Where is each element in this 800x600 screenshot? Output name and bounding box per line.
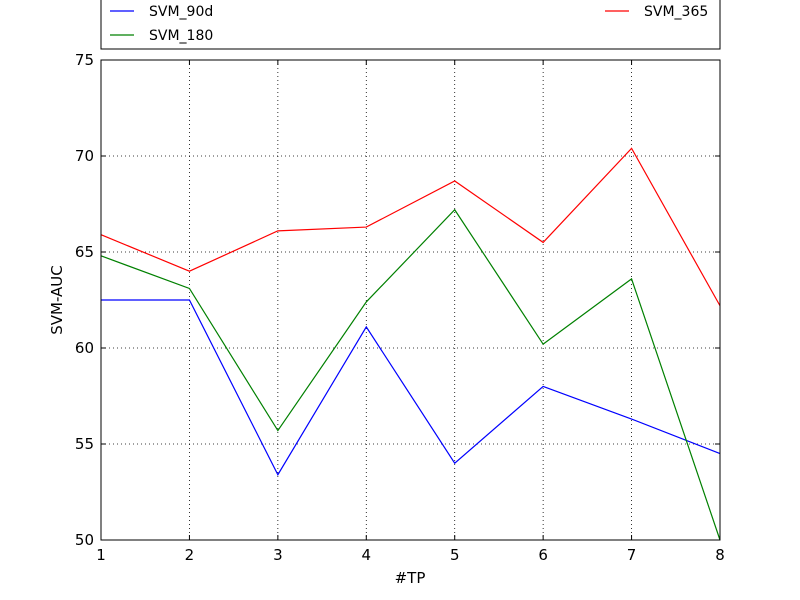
axis-ticks: 1 2 3 4 5 6 7 8 50 55 60 65 70 75 (75, 51, 725, 564)
y-tick-label: 75 (75, 51, 94, 69)
x-tick-label: 4 (362, 546, 372, 564)
x-tick-label: 3 (273, 546, 283, 564)
x-axis-label: #TP (395, 569, 426, 587)
legend-label: SVM_90d (149, 4, 213, 20)
y-tick-label: 60 (75, 339, 94, 357)
y-tick-label: 55 (75, 435, 94, 453)
legend-label: SVM_180 (149, 28, 213, 44)
x-tick-label: 5 (450, 546, 460, 564)
series-group (100, 147, 721, 541)
y-tick-label: 70 (75, 147, 94, 165)
legend-frame (100, 0, 721, 50)
x-tick-label: 1 (96, 546, 106, 564)
x-tick-label: 8 (715, 546, 725, 564)
plot-frame (100, 59, 721, 541)
legend-label: SVM_365 (644, 4, 708, 20)
y-axis-label: SVM-AUC (48, 265, 66, 335)
x-tick-label: 6 (538, 546, 548, 564)
series-line-svm-365 (100, 147, 721, 307)
x-tick-label: 2 (185, 546, 195, 564)
legend: SVM_90d SVM_180 SVM_365 (100, 0, 721, 50)
series-line-svm-180 (100, 208, 721, 541)
x-tick-label: 7 (627, 546, 637, 564)
y-tick-label: 65 (75, 243, 94, 261)
plot-area (101, 60, 720, 540)
y-tick-label: 50 (75, 531, 94, 549)
series-line-svm-90d (101, 299, 721, 476)
